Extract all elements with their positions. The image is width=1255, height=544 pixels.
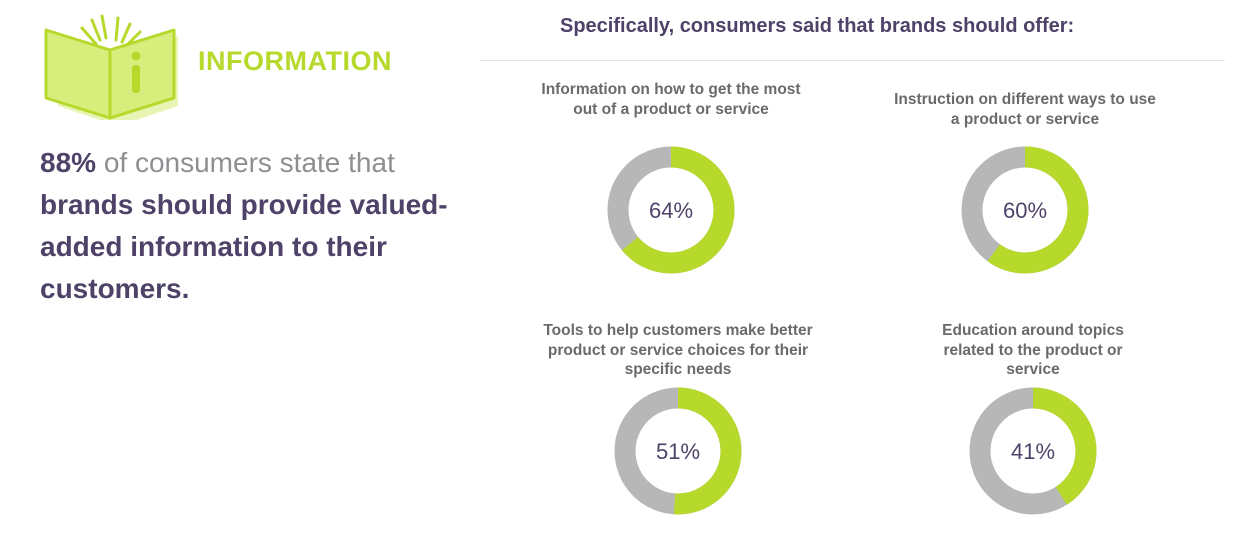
donut-value-label: 51% — [656, 439, 700, 464]
donut-chart: 60% — [961, 146, 1089, 274]
donut-value-arc — [969, 387, 1097, 515]
donut-chart: 41% — [969, 387, 1097, 515]
headline-text: of consumers state that — [96, 147, 395, 178]
subsection-heading: Specifically, consumers said that brands… — [560, 15, 1075, 37]
section-title: INFORMATION — [198, 46, 392, 76]
donut-label: Education around topics related to the p… — [942, 322, 1124, 378]
donut-tile-4: Education around topics related to the p… — [873, 321, 1193, 521]
donut-value-arc — [614, 387, 742, 515]
headline-percent: 88% — [40, 147, 97, 178]
divider — [480, 60, 1225, 61]
donut-tile-1: Information on how to get the most out o… — [511, 80, 831, 280]
donut-value-label: 60% — [1003, 198, 1047, 223]
donut-label: Tools to help customers make better prod… — [543, 322, 813, 378]
donut-label: Instruction on different ways to use a p… — [894, 91, 1156, 128]
donut-chart: 51% — [614, 387, 742, 515]
book-info-icon — [40, 10, 180, 126]
donut-value-arc — [607, 146, 735, 274]
donut-value-label: 64% — [649, 198, 693, 223]
donut-tile-2: Instruction on different ways to use a p… — [865, 90, 1185, 280]
donut-tile-3: Tools to help customers make better prod… — [518, 321, 838, 521]
donut-label: Information on how to get the most out o… — [541, 81, 801, 118]
headline-emphasis: brands should provide valued-added infor… — [40, 189, 448, 304]
donut-value-arc — [961, 146, 1089, 274]
donut-chart: 64% — [607, 146, 735, 274]
donut-value-label: 41% — [1011, 439, 1055, 464]
headline: 88% of consumers state that brands shoul… — [40, 142, 480, 310]
